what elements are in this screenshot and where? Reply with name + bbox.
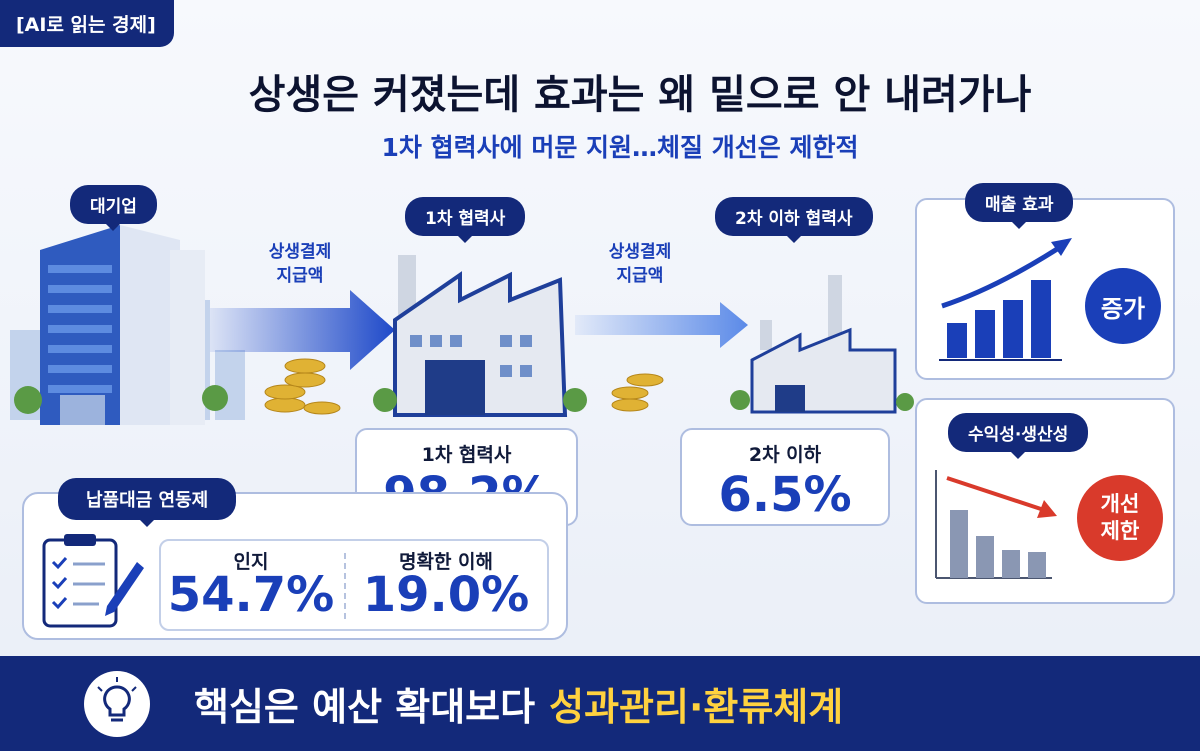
footer-text: 핵심은 예산 확대보다 [194,685,536,729]
text: 상생결제 [268,242,332,262]
tag: 매출 효과 [965,183,1074,229]
label: 명확한 이해 [398,551,493,573]
stats-box: 인지 54.7% 명확한 이해 19.0% [159,539,549,631]
rising-bars [939,238,1072,361]
text: 개선 [1100,492,1140,516]
value: 6.5% [718,467,852,523]
badge: [AI로 읽는 경제] [0,0,174,47]
tag: 납품대금 연동제 [58,478,237,527]
value: 54.7% [167,567,335,623]
footer: 핵심은 예산 확대보다 성과관리·환류체계 [0,656,1200,751]
text: 상생결제 [608,242,672,262]
text: 지급액 [616,266,664,286]
clipboard-icon [42,534,144,628]
value: 19.0% [362,567,530,623]
arrow [575,302,748,348]
label: 1차 협력사 [421,444,512,466]
large-building [14,225,228,425]
tag: 대기업 [70,185,157,231]
factory-tier1 [373,255,587,417]
result-badge: 증가 [1085,268,1161,344]
label: 2차 이하 [748,444,822,466]
title: 상생은 커졌는데 효과는 왜 밑으로 안 내려가나 [248,72,1032,118]
falling-bars [935,470,1057,579]
tag: 2차 이하 협력사 [715,197,873,243]
footer-highlight: 성과관리·환류체계 [549,685,844,729]
bulb-icon [84,670,150,737]
text: 제한 [1100,519,1140,543]
subtitle: 1차 협력사에 머문 지원…체질 개선은 제한적 [381,133,859,162]
tag: 수익성·생산성 [948,413,1089,459]
tier2-card: 2차 이하 6.5% [680,428,890,526]
sales-effect-card: 증가 [915,198,1175,380]
label: 인지 [233,551,269,573]
divider [344,553,346,619]
coins [264,358,664,415]
arrow [210,290,395,370]
factory-tier2 [730,275,914,414]
text: 지급액 [276,266,324,286]
tag: 1차 협력사 [405,197,526,243]
